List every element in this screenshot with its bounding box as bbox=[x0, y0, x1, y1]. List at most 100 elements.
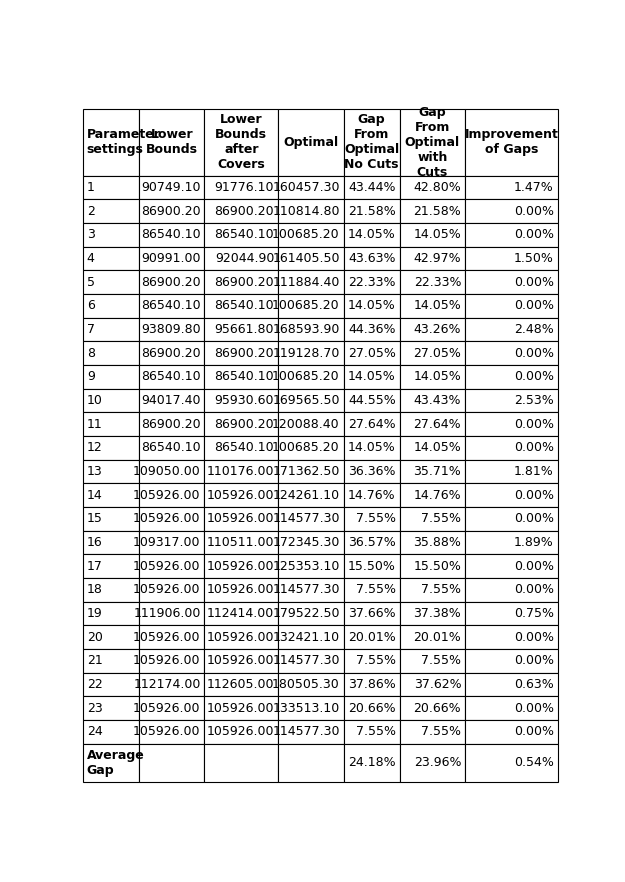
Text: 16: 16 bbox=[87, 536, 103, 549]
Text: 6: 6 bbox=[87, 299, 95, 312]
Text: 86540.10: 86540.10 bbox=[214, 299, 274, 312]
Bar bbox=[399, 294, 465, 318]
Text: 14.05%: 14.05% bbox=[348, 299, 396, 312]
Bar bbox=[139, 602, 204, 625]
Text: 105926.00: 105926.00 bbox=[207, 560, 274, 572]
Text: 1.81%: 1.81% bbox=[514, 465, 554, 478]
Bar bbox=[139, 412, 204, 436]
Text: 180505.30: 180505.30 bbox=[272, 678, 340, 691]
Bar bbox=[344, 389, 399, 412]
Bar bbox=[344, 697, 399, 720]
Bar bbox=[465, 625, 558, 649]
Text: 125353.10: 125353.10 bbox=[272, 560, 340, 572]
Bar bbox=[139, 744, 204, 781]
Bar bbox=[399, 697, 465, 720]
Text: 160457.30: 160457.30 bbox=[272, 181, 340, 194]
Bar bbox=[399, 412, 465, 436]
Bar bbox=[278, 199, 344, 223]
Bar bbox=[204, 176, 278, 199]
Text: 111884.40: 111884.40 bbox=[272, 275, 340, 288]
Bar bbox=[278, 673, 344, 697]
Bar bbox=[139, 223, 204, 247]
Bar bbox=[399, 744, 465, 781]
Bar bbox=[344, 176, 399, 199]
Bar bbox=[278, 554, 344, 578]
Bar bbox=[465, 507, 558, 531]
Bar bbox=[83, 412, 139, 436]
Bar bbox=[465, 199, 558, 223]
Bar bbox=[83, 744, 139, 781]
Bar bbox=[399, 625, 465, 649]
Bar bbox=[278, 602, 344, 625]
Text: 0.00%: 0.00% bbox=[514, 512, 554, 526]
Text: 1.47%: 1.47% bbox=[514, 181, 554, 194]
Text: 114577.30: 114577.30 bbox=[272, 512, 340, 526]
Bar bbox=[399, 109, 465, 176]
Bar bbox=[139, 365, 204, 389]
Bar bbox=[204, 578, 278, 602]
Bar bbox=[465, 460, 558, 483]
Bar bbox=[139, 554, 204, 578]
Bar bbox=[399, 365, 465, 389]
Text: 94017.40: 94017.40 bbox=[141, 394, 201, 407]
Text: 132421.10: 132421.10 bbox=[272, 631, 340, 644]
Bar bbox=[139, 649, 204, 673]
Bar bbox=[83, 223, 139, 247]
Text: 43.44%: 43.44% bbox=[348, 181, 396, 194]
Bar bbox=[278, 341, 344, 365]
Bar bbox=[465, 602, 558, 625]
Text: 18: 18 bbox=[87, 583, 103, 596]
Text: 24.18%: 24.18% bbox=[348, 756, 396, 769]
Text: Gap
From
Optimal
with
Cuts: Gap From Optimal with Cuts bbox=[405, 106, 460, 179]
Text: 21: 21 bbox=[87, 654, 103, 668]
Text: 105926.00: 105926.00 bbox=[133, 512, 201, 526]
Bar bbox=[399, 578, 465, 602]
Bar bbox=[465, 649, 558, 673]
Text: 86900.20: 86900.20 bbox=[141, 205, 201, 218]
Text: 42.80%: 42.80% bbox=[414, 181, 461, 194]
Text: 37.86%: 37.86% bbox=[348, 678, 396, 691]
Text: 7.55%: 7.55% bbox=[356, 512, 396, 526]
Text: 105926.00: 105926.00 bbox=[133, 583, 201, 596]
Bar bbox=[204, 483, 278, 507]
Bar bbox=[278, 697, 344, 720]
Bar bbox=[204, 223, 278, 247]
Text: Improvement
of Gaps: Improvement of Gaps bbox=[464, 129, 558, 156]
Bar bbox=[344, 270, 399, 294]
Bar bbox=[278, 365, 344, 389]
Bar bbox=[465, 389, 558, 412]
Text: 86540.10: 86540.10 bbox=[141, 370, 201, 384]
Text: 1.89%: 1.89% bbox=[514, 536, 554, 549]
Bar bbox=[204, 625, 278, 649]
Bar bbox=[139, 483, 204, 507]
Text: 105926.00: 105926.00 bbox=[133, 631, 201, 644]
Bar bbox=[465, 223, 558, 247]
Text: 0.00%: 0.00% bbox=[514, 347, 554, 360]
Bar bbox=[204, 460, 278, 483]
Bar bbox=[204, 673, 278, 697]
Text: 86900.20: 86900.20 bbox=[214, 417, 274, 430]
Text: 14.76%: 14.76% bbox=[348, 489, 396, 502]
Text: 86900.20: 86900.20 bbox=[214, 275, 274, 288]
Bar bbox=[344, 602, 399, 625]
Bar bbox=[465, 720, 558, 744]
Text: 15: 15 bbox=[87, 512, 103, 526]
Bar bbox=[399, 436, 465, 460]
Bar bbox=[139, 460, 204, 483]
Text: 11: 11 bbox=[87, 417, 103, 430]
Bar bbox=[399, 389, 465, 412]
Bar bbox=[399, 199, 465, 223]
Text: 105926.00: 105926.00 bbox=[133, 725, 201, 738]
Bar bbox=[139, 436, 204, 460]
Text: 86900.20: 86900.20 bbox=[214, 347, 274, 360]
Text: 86900.20: 86900.20 bbox=[141, 275, 201, 288]
Bar bbox=[83, 673, 139, 697]
Bar bbox=[83, 341, 139, 365]
Text: 3: 3 bbox=[87, 228, 95, 241]
Bar bbox=[278, 109, 344, 176]
Bar bbox=[204, 389, 278, 412]
Bar bbox=[344, 625, 399, 649]
Text: 112414.00: 112414.00 bbox=[207, 607, 274, 620]
Bar bbox=[204, 294, 278, 318]
Text: 169565.50: 169565.50 bbox=[272, 394, 340, 407]
